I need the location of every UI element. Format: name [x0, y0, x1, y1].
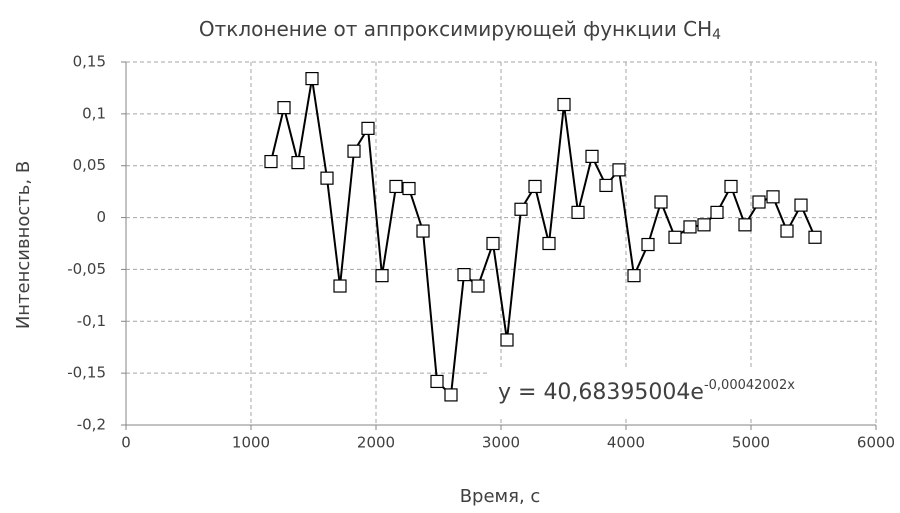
data-marker	[528, 179, 542, 194]
data-marker	[542, 236, 556, 251]
data-marker	[514, 202, 528, 216]
data-marker	[457, 268, 471, 282]
data-marker	[780, 224, 794, 238]
x-tick-label: 1000	[232, 434, 270, 452]
title-subscript: 4	[712, 27, 721, 43]
data-marker	[416, 224, 430, 238]
data-marker	[641, 237, 655, 252]
data-marker	[361, 121, 375, 135]
y-tick-label: 0,15	[73, 53, 106, 71]
annotation-superscript: -0,00042002x	[704, 378, 795, 393]
y-tick-label: -0,15	[67, 364, 106, 382]
data-marker	[752, 195, 766, 209]
y-tick-label: 0,05	[73, 156, 106, 174]
data-marker	[766, 190, 780, 204]
data-marker	[571, 205, 585, 219]
data-marker	[808, 230, 822, 244]
data-marker	[486, 236, 500, 251]
data-marker	[500, 333, 514, 347]
x-tick-label: 0	[121, 434, 131, 452]
series-line	[270, 78, 816, 398]
data-marker	[738, 218, 752, 232]
data-marker	[389, 179, 403, 194]
y-tick-label: 0,1	[82, 104, 106, 122]
data-marker	[683, 220, 697, 234]
data-marker	[291, 156, 305, 170]
x-tick-label: 6000	[857, 434, 895, 452]
data-marker	[320, 171, 334, 185]
data-marker	[471, 279, 485, 293]
data-marker	[402, 181, 416, 196]
x-tick-label: 5000	[732, 434, 770, 452]
data-marker	[557, 97, 571, 112]
x-tick-label: 4000	[607, 434, 645, 452]
data-marker	[654, 195, 668, 209]
data-marker	[305, 71, 319, 86]
data-marker	[430, 374, 444, 389]
data-marker	[599, 178, 613, 193]
data-marker	[277, 101, 291, 115]
annotation-box	[490, 370, 875, 416]
data-marker	[333, 279, 347, 293]
data-marker	[710, 205, 724, 219]
data-marker	[264, 154, 278, 169]
annotation: y = 40,68395004e-0,00042002x	[498, 378, 795, 406]
chart-title: Отклонение от аппроксимирующей функции C…	[199, 17, 721, 44]
y-axis-title: Интенсивность, В	[13, 161, 34, 329]
y-tick-label: 0	[96, 208, 106, 226]
y-tick-label: -0,05	[67, 260, 106, 278]
y-tick-label: -0,2	[77, 416, 106, 434]
data-marker	[668, 230, 682, 244]
title-text: Отклонение от аппроксимирующей функции C…	[199, 17, 712, 41]
annotation-text: y = 40,68395004e	[498, 380, 704, 405]
data-marker	[347, 144, 361, 158]
y-tick-label: -0,1	[77, 312, 106, 330]
x-tick-label: 2000	[357, 434, 395, 452]
data-marker	[375, 269, 389, 283]
data-marker	[724, 179, 738, 194]
x-tick-label: 3000	[482, 434, 520, 452]
data-marker	[697, 218, 711, 232]
data-marker	[585, 149, 599, 163]
data-marker	[794, 198, 808, 212]
data-marker	[612, 163, 626, 177]
data-marker	[444, 388, 458, 402]
x-axis-title: Время, с	[460, 486, 541, 507]
data-marker	[627, 269, 641, 283]
